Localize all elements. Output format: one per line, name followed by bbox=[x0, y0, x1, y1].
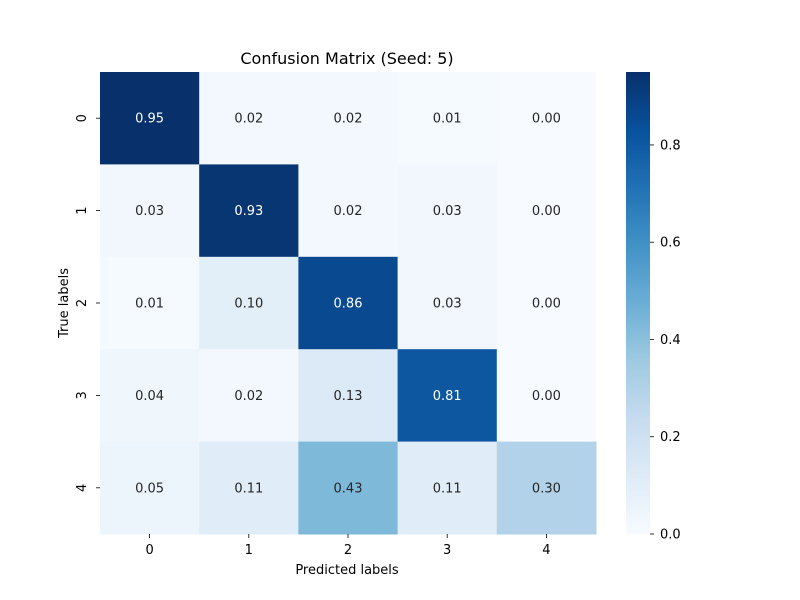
colorbar-tick-label: 0.6 bbox=[660, 236, 681, 251]
cell-value-label: 0.30 bbox=[532, 481, 561, 496]
heatmap-cell bbox=[397, 164, 498, 258]
colorbar-tick-label: 0.2 bbox=[660, 430, 681, 445]
cell-value-label: 0.02 bbox=[334, 112, 363, 127]
cell-value-labels: 0.95 0.02 0.02 0.01 0.00 0.03 0.93 0.02 0.03 0.00… bbox=[135, 112, 561, 497]
heatmap-cell bbox=[100, 349, 200, 443]
chart-title: Confusion Matrix (Seed: 5) bbox=[240, 49, 453, 68]
heatmap-cell bbox=[298, 349, 399, 443]
cell-value-label: 0.02 bbox=[234, 112, 263, 127]
heatmap-cell bbox=[496, 164, 597, 258]
heatmap-cell bbox=[100, 164, 200, 258]
x-axis-label: Predicted labels bbox=[295, 563, 399, 578]
y-tick-label: 1 bbox=[75, 206, 90, 214]
heatmap-cell bbox=[397, 256, 498, 350]
heatmap-cell bbox=[100, 72, 200, 165]
heatmap-cell bbox=[397, 72, 498, 165]
heatmap-cell bbox=[397, 441, 498, 535]
heatmap-cell bbox=[397, 349, 498, 443]
heatmap-cell bbox=[298, 72, 399, 165]
cell-value-label: 0.86 bbox=[334, 297, 363, 312]
heatmap-cell bbox=[496, 349, 597, 443]
cell-value-label: 0.00 bbox=[532, 112, 561, 127]
heatmap-cell bbox=[199, 164, 299, 258]
heatmap-cell bbox=[496, 441, 597, 535]
y-tick-label: 3 bbox=[75, 391, 90, 399]
heatmap-cell bbox=[496, 72, 597, 165]
colorbar-gradient bbox=[626, 72, 650, 534]
heatmap-cell bbox=[298, 164, 399, 258]
heatmap-cell bbox=[199, 441, 299, 535]
colorbar-tick-label: 0.8 bbox=[660, 138, 681, 153]
cell-value-label: 0.03 bbox=[433, 297, 462, 312]
x-tick-label: 4 bbox=[542, 543, 550, 558]
heatmap-cell bbox=[298, 441, 399, 535]
y-axis: 0 1 2 3 4 bbox=[75, 114, 100, 492]
cell-value-label: 0.93 bbox=[234, 204, 263, 219]
cell-value-label: 0.95 bbox=[135, 112, 164, 127]
x-tick-label: 2 bbox=[344, 543, 352, 558]
cell-value-label: 0.81 bbox=[433, 389, 462, 404]
heatmap-cell bbox=[199, 72, 299, 165]
heatmap-cell bbox=[199, 256, 299, 350]
x-tick-label: 0 bbox=[145, 543, 153, 558]
heatmap-cell bbox=[100, 256, 200, 350]
cell-value-label: 0.01 bbox=[433, 112, 462, 127]
cell-value-label: 0.11 bbox=[433, 481, 462, 496]
colorbar-tick-label: 0.4 bbox=[660, 333, 681, 348]
colorbar: 0.0 0.2 0.4 0.6 0.8 bbox=[626, 72, 681, 543]
colorbar-tick-label: 0.0 bbox=[660, 528, 681, 543]
cell-value-label: 0.01 bbox=[135, 297, 164, 312]
cell-value-label: 0.13 bbox=[334, 389, 363, 404]
x-axis: 0 1 2 3 4 bbox=[145, 534, 551, 558]
colorbar-ticks: 0.0 0.2 0.4 0.6 0.8 bbox=[650, 138, 681, 543]
y-axis-label: True labels bbox=[57, 268, 72, 339]
cell-value-label: 0.10 bbox=[234, 297, 263, 312]
cell-value-label: 0.00 bbox=[532, 389, 561, 404]
cell-value-label: 0.02 bbox=[234, 389, 263, 404]
cell-value-label: 0.03 bbox=[135, 204, 164, 219]
heatmap-cells bbox=[100, 72, 597, 535]
cell-value-label: 0.03 bbox=[433, 204, 462, 219]
y-tick-label: 4 bbox=[75, 484, 90, 492]
x-tick-label: 1 bbox=[245, 543, 253, 558]
heatmap-cell bbox=[199, 349, 299, 443]
heatmap-cell bbox=[298, 256, 399, 350]
cell-value-label: 0.02 bbox=[334, 204, 363, 219]
cell-value-label: 0.43 bbox=[334, 481, 363, 496]
cell-value-label: 0.00 bbox=[532, 204, 561, 219]
cell-value-label: 0.00 bbox=[532, 297, 561, 312]
cell-value-label: 0.05 bbox=[135, 481, 164, 496]
heatmap-cell bbox=[496, 256, 597, 350]
x-tick-label: 3 bbox=[443, 543, 451, 558]
cell-value-label: 0.11 bbox=[234, 481, 263, 496]
y-tick-label: 0 bbox=[75, 114, 90, 122]
y-tick-label: 2 bbox=[75, 299, 90, 307]
heatmap-cell bbox=[100, 441, 200, 535]
cell-value-label: 0.04 bbox=[135, 389, 164, 404]
